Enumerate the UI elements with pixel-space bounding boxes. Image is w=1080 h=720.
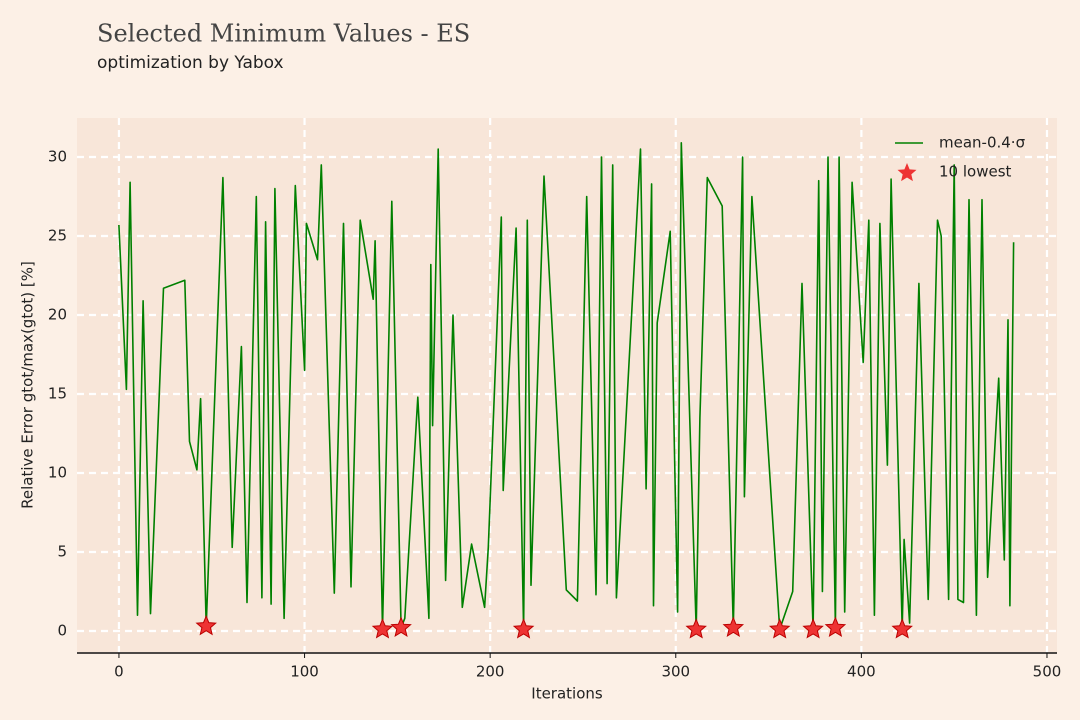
chart-title: Selected Minimum Values - ES bbox=[97, 20, 470, 48]
y-tick-label: 5 bbox=[57, 542, 67, 560]
y-tick-label: 30 bbox=[48, 148, 67, 166]
marks bbox=[118, 142, 1015, 639]
star-marker bbox=[891, 618, 913, 639]
star-marker bbox=[768, 618, 791, 639]
x-tick-label: 300 bbox=[661, 663, 690, 681]
x-axis-label: Iterations bbox=[531, 685, 603, 703]
data-line bbox=[118, 142, 1015, 631]
x-tick-label: 0 bbox=[114, 663, 124, 681]
y-tick-label: 20 bbox=[48, 306, 67, 324]
legend-label: mean-0.4·σ bbox=[939, 134, 1026, 152]
star-marker bbox=[802, 618, 824, 639]
star-marker bbox=[512, 618, 535, 639]
x-tick-label: 100 bbox=[290, 663, 319, 681]
y-tick-label: 15 bbox=[48, 385, 67, 403]
x-tick-label: 500 bbox=[1033, 663, 1062, 681]
y-axis-label: Relative Error gtot/max(gtot) [%] bbox=[19, 261, 37, 509]
legend: mean-0.4·σ 10 lowest bbox=[895, 134, 1026, 182]
legend-label: 10 lowest bbox=[939, 163, 1012, 181]
legend-swatch bbox=[897, 163, 917, 182]
x-tick-label: 400 bbox=[847, 663, 876, 681]
star-marker bbox=[390, 616, 412, 637]
grid: 0 100 200 300 400 500 0 5 10 15 20 25 30 bbox=[48, 118, 1061, 681]
star-marker bbox=[685, 618, 707, 639]
star-marker bbox=[371, 618, 394, 639]
star-marker bbox=[824, 616, 847, 637]
y-tick-label: 10 bbox=[48, 463, 67, 481]
star-marker bbox=[195, 614, 217, 636]
y-tick-label: 25 bbox=[48, 227, 67, 245]
star-marker bbox=[722, 616, 745, 637]
x-tick-label: 200 bbox=[476, 663, 505, 681]
chart-subtitle: optimization by Yabox bbox=[97, 53, 284, 73]
y-tick-label: 0 bbox=[57, 621, 67, 639]
